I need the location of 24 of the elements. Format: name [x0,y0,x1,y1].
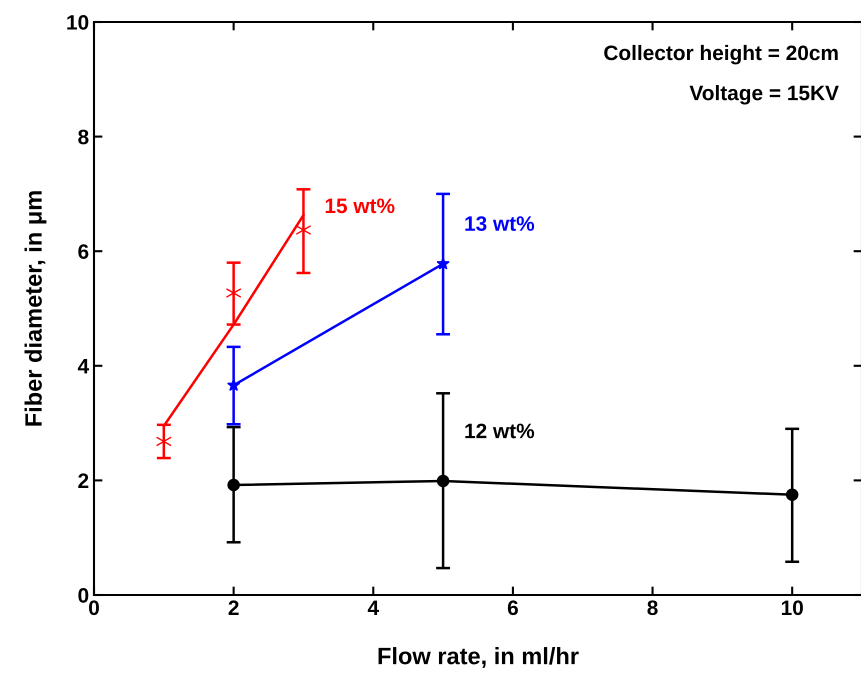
series-label: 13 wt% [465,216,534,231]
text: 12 wt% [465,424,534,438]
series-label: 15 wt% [326,198,394,214]
point [226,378,240,392]
annotation: Collector height = 20cm [604,44,838,64]
y-tick-label: 10 [67,15,88,30]
point [436,256,450,270]
x-tick-label: 10 [782,600,803,616]
y-tick-label: 2 [78,473,88,488]
annotation: Voltage = 15KV [690,85,839,105]
y-axis-title: Fiber diameter, in μm [24,191,46,426]
x-tick-label: 4 [368,600,379,615]
point [786,488,798,501]
point [227,478,240,492]
x-tick-label: 2 [228,600,239,615]
x-tick-label: 0 [89,600,99,616]
y-tick-label: 4 [78,359,90,374]
x-tick-label: 6 [508,600,518,616]
point [436,474,450,488]
x-tick-label: 8 [647,600,658,616]
x-axis-title: Flow rate, in ml/hr [378,647,579,668]
y-tick-label: 0 [78,588,88,603]
y-tick-label: 6 [78,244,88,259]
y-tick-label: 8 [78,130,88,144]
